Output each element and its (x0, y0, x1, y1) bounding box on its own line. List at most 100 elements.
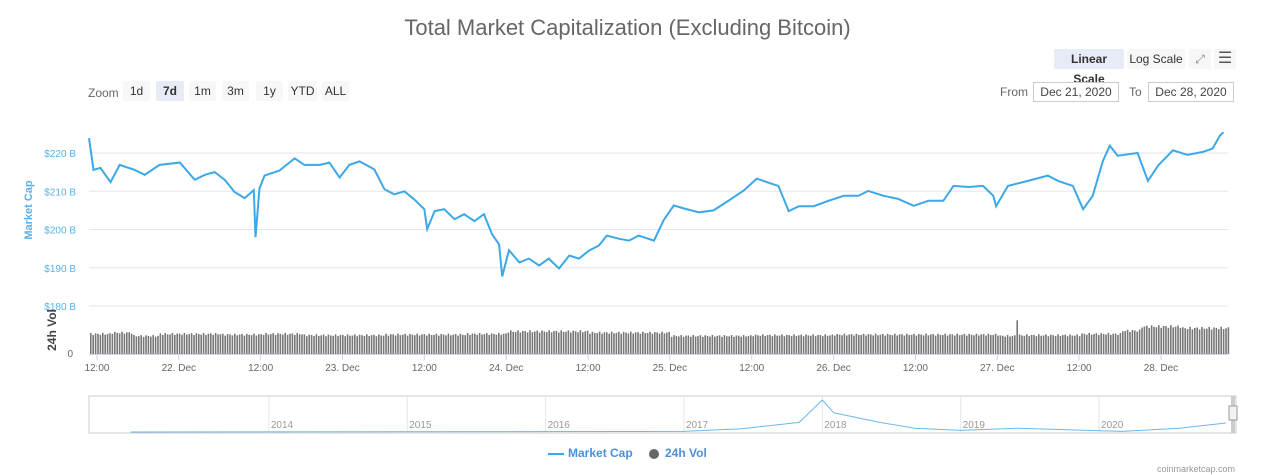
zoom-7d-button[interactable]: 7d (156, 81, 184, 101)
volume-bar (193, 335, 195, 354)
volume-bar (776, 335, 778, 354)
volume-bar (394, 335, 397, 354)
navigator-handle[interactable] (1228, 405, 1238, 421)
zoom-1y-button[interactable]: 1y (256, 81, 283, 101)
to-date-input[interactable]: Dec 28, 2020 (1148, 82, 1234, 102)
volume-bar (1090, 334, 1093, 354)
volume-bar (742, 334, 745, 354)
zoom-all-button[interactable]: ALL (322, 81, 349, 101)
navigator-year-label: 2016 (548, 420, 571, 431)
volume-bar (282, 334, 284, 354)
volume-bar (241, 333, 243, 354)
volume-bar (1078, 336, 1081, 354)
volume-bar (819, 334, 822, 354)
volume-bar (526, 332, 529, 354)
volume-bar (1117, 334, 1119, 354)
volume-bar (272, 333, 274, 354)
zoom-1m-button[interactable]: 1m (189, 81, 216, 101)
volume-bar (171, 332, 174, 354)
credit-link[interactable]: coinmarketcap.com (1156, 464, 1235, 474)
volume-bar (1004, 336, 1006, 354)
x-tick-label: 24. Dec (489, 363, 523, 374)
volume-bar (980, 334, 982, 354)
volume-bar (846, 335, 848, 354)
hamburger-menu-icon[interactable]: ☰ (1214, 49, 1236, 69)
legend-volume[interactable]: 24h Vol (649, 446, 707, 460)
volume-bar (627, 333, 630, 354)
volume-bar (766, 335, 769, 354)
volume-bar (999, 335, 1002, 354)
volume-bar (990, 335, 992, 354)
volume-bar (1066, 336, 1069, 354)
zoom-1d-button[interactable]: 1d (123, 81, 150, 101)
volume-bar (886, 333, 889, 354)
volume-bar (651, 333, 654, 354)
navigator-line (130, 399, 1226, 433)
volume-bar (229, 334, 231, 354)
volume-bar (507, 332, 510, 354)
volume-bar (555, 330, 558, 354)
volume-bar (159, 333, 162, 354)
volume-bar (1054, 335, 1057, 354)
volume-bar (102, 332, 104, 354)
volume-bar (318, 335, 320, 354)
from-date-input[interactable]: Dec 21, 2020 (1033, 82, 1119, 102)
fullscreen-icon[interactable]: ⤢ (1189, 49, 1211, 69)
volume-bar (169, 334, 171, 354)
volume-bar (354, 334, 356, 354)
volume-bar (253, 333, 255, 354)
volume-bar (644, 333, 646, 354)
volume-bar (625, 332, 627, 354)
volume-bar (978, 335, 980, 354)
volume-bar (1021, 335, 1023, 354)
volume-bar (416, 333, 418, 354)
x-tick-label: 12:00 (576, 363, 601, 374)
market-cap-line[interactable] (88, 131, 1225, 277)
volume-bar (1071, 335, 1074, 354)
x-tick-label: 27. Dec (980, 363, 1014, 374)
linear-scale-button[interactable]: Linear Scale (1054, 49, 1124, 86)
volume-bar (699, 335, 702, 354)
volume-bar (1110, 334, 1112, 354)
volume-bar (608, 333, 610, 354)
volume-bar (1042, 335, 1045, 354)
volume-bar (457, 335, 459, 354)
volume-bar (1153, 326, 1155, 354)
volume-bar (1114, 333, 1117, 354)
volume-bar (519, 332, 522, 354)
volume-bar (870, 334, 872, 354)
zoom-3m-button[interactable]: 3m (222, 81, 249, 101)
volume-bar (726, 336, 728, 354)
volume-bar (1100, 333, 1102, 354)
volume-bar (711, 334, 714, 354)
volume-bar (399, 335, 402, 354)
volume-bar (658, 333, 661, 354)
navigator[interactable] (88, 395, 1237, 434)
volume-bar (706, 335, 709, 354)
volume-bar (838, 334, 841, 354)
volume-bar (370, 335, 373, 354)
volume-bar (615, 332, 618, 354)
volume-bar (313, 336, 315, 354)
log-scale-button[interactable]: Log Scale (1127, 49, 1185, 69)
volume-bar (1213, 327, 1215, 354)
volume-bar (308, 334, 310, 354)
volume-bar (927, 335, 930, 354)
volume-bar (550, 332, 553, 354)
zoom-ytd-button[interactable]: YTD (288, 81, 317, 101)
volume-bar (483, 334, 486, 354)
volume-bar (1194, 327, 1196, 354)
volume-bar (325, 336, 327, 354)
volume-bar (740, 336, 742, 354)
x-tick-label: 25. Dec (653, 363, 687, 374)
volume-bar (301, 334, 303, 354)
volume-bar (130, 333, 133, 354)
volume-bar (942, 335, 944, 354)
volume-bar (1141, 327, 1143, 354)
volume-bar (442, 334, 445, 354)
volume-bar (358, 334, 361, 354)
legend-market-cap[interactable]: Market Cap (548, 446, 633, 460)
volume-bar (418, 335, 421, 354)
volume-bar (505, 333, 507, 354)
